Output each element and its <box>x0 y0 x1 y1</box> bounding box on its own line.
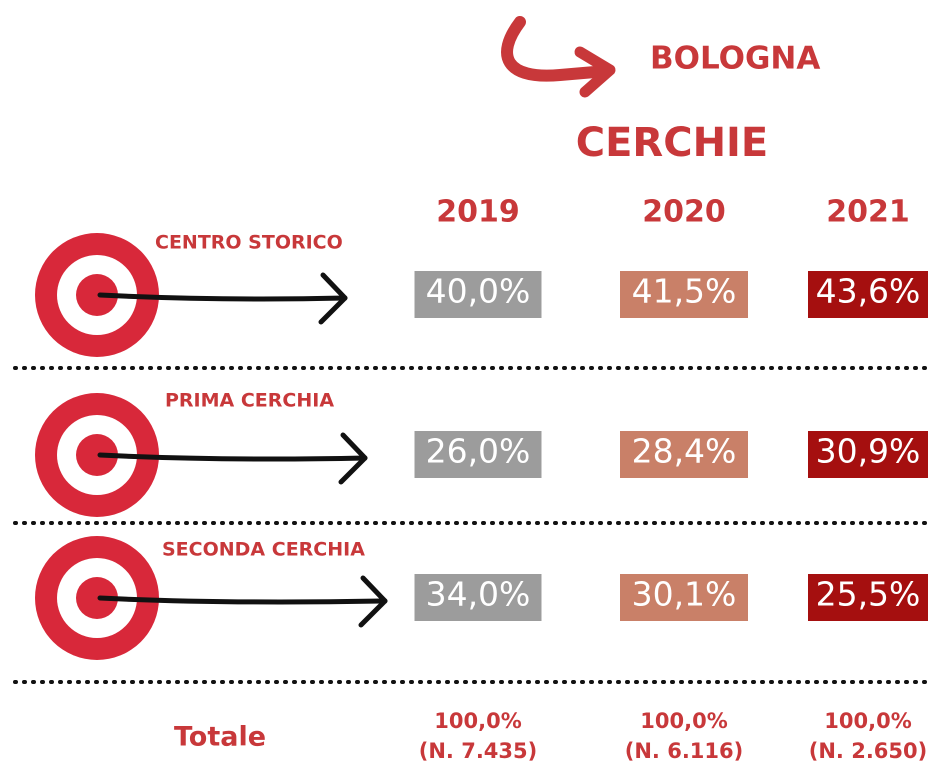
arrow <box>97 292 348 302</box>
value-box <box>620 431 748 478</box>
arrow-head <box>338 432 368 485</box>
total-value: 100,0% <box>434 709 521 733</box>
value: 26,0% <box>426 432 531 471</box>
total-count: (N. 6.116) <box>625 739 743 763</box>
value: 30,9% <box>816 432 921 471</box>
value-box <box>808 271 928 318</box>
target-center <box>76 274 118 316</box>
year: 2021 <box>826 195 910 230</box>
row-label: SECONDA CERCHIA <box>162 539 365 561</box>
value-box <box>620 271 748 318</box>
value-box <box>808 574 928 621</box>
value-box <box>414 271 542 318</box>
city: BOLOGNA <box>650 41 820 77</box>
year: 2020 <box>642 195 726 230</box>
row-label: CENTRO STORICO <box>155 232 343 254</box>
total-value: 100,0% <box>640 709 727 733</box>
curved-arrow <box>501 16 601 82</box>
value: 28,4% <box>632 432 737 471</box>
arrow <box>97 595 388 605</box>
row-label: PRIMA CERCHIA <box>165 390 334 412</box>
arrow-head <box>574 46 616 98</box>
value-box <box>414 574 542 621</box>
total-count: (N. 2.650) <box>809 739 927 763</box>
value: 34,0% <box>426 575 531 614</box>
value-box <box>808 431 928 478</box>
arrow <box>97 452 368 462</box>
value: 41,5% <box>632 272 737 311</box>
value: 30,1% <box>632 575 737 614</box>
value: 25,5% <box>816 575 921 614</box>
arrow-head <box>318 272 348 325</box>
value-box <box>414 431 542 478</box>
value-box <box>620 574 748 621</box>
year: 2019 <box>436 195 520 230</box>
title: CERCHIE <box>576 120 769 166</box>
value: 43,6% <box>816 272 921 311</box>
target-center <box>76 577 118 619</box>
value: 40,0% <box>426 272 531 311</box>
total-value: 100,0% <box>824 709 911 733</box>
arrow-head <box>358 575 388 628</box>
total-count: (N. 7.435) <box>419 739 537 763</box>
target-center <box>76 434 118 476</box>
totals-label: Totale <box>174 722 266 753</box>
